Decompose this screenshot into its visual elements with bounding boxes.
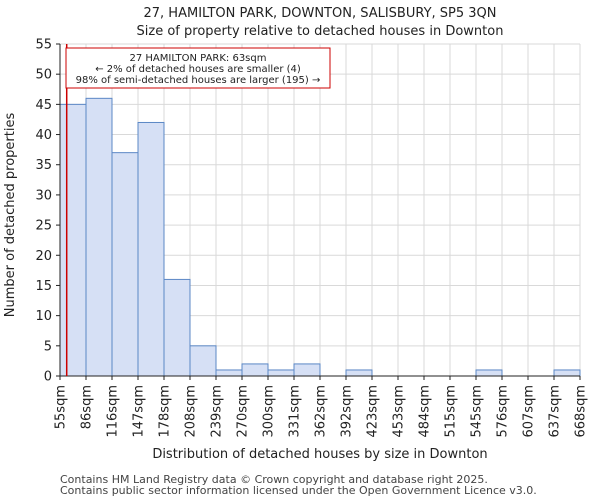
x-tick-label: 637sqm [548, 385, 563, 438]
x-axis-label: Distribution of detached houses by size … [152, 447, 487, 462]
x-tick-label: 453sqm [392, 385, 407, 438]
x-tick-label: 86sqm [80, 385, 95, 429]
x-tick-label: 178sqm [158, 385, 173, 438]
histogram-bar [111, 152, 139, 377]
y-tick-label: 55 [35, 38, 52, 53]
histogram-bar [189, 345, 217, 377]
y-tick-labels: 0 5 10 15 20 25 30 35 40 45 50 55 [35, 38, 52, 385]
y-tick-label: 30 [35, 188, 52, 203]
chart-title-line2: Size of property relative to detached ho… [137, 24, 504, 39]
x-tick-label: 607sqm [522, 385, 537, 438]
x-tick-label: 147sqm [132, 385, 147, 438]
histogram-bar [137, 121, 165, 377]
x-tick-label: 270sqm [236, 385, 251, 438]
x-tick-label: 576sqm [496, 385, 511, 438]
histogram-bar [293, 363, 321, 377]
x-tick-labels: 55sqm 86sqm 116sqm 147sqm 178sqm 208sqm 239sqm… [54, 385, 589, 438]
histogram-bar [85, 97, 113, 377]
x-tick-label: 668sqm [574, 385, 589, 438]
annotation-line3: 98% of semi-detached houses are larger (… [76, 75, 321, 86]
y-tick-label: 50 [35, 68, 52, 83]
y-tick-label: 25 [35, 219, 52, 234]
x-tick-label: 239sqm [210, 385, 225, 438]
y-tick-label: 0 [44, 370, 52, 385]
bar-layer [59, 97, 581, 377]
x-tick-label: 545sqm [470, 385, 485, 438]
annotation-box: 27 HAMILTON PARK: 63sqm ← 2% of detached… [65, 47, 331, 89]
x-tick-label: 300sqm [262, 385, 277, 438]
x-tick-label: 116sqm [106, 385, 121, 438]
histogram-bar [345, 369, 373, 377]
histogram-bar [241, 363, 269, 377]
histogram-bar [215, 369, 243, 377]
annotation-line1: 27 HAMILTON PARK: 63sqm [130, 53, 267, 64]
histogram-bar [59, 103, 87, 377]
histogram-bar [163, 278, 191, 377]
annotation-line2: ← 2% of detached houses are smaller (4) [95, 64, 301, 75]
y-axis-label: Number of detached properties [3, 113, 18, 318]
y-tick-label: 35 [35, 158, 52, 173]
x-tick-label: 484sqm [418, 385, 433, 438]
annotation-border [65, 47, 331, 89]
histogram-bar [267, 369, 295, 377]
x-tick-label: 515sqm [444, 385, 459, 438]
y-tick-label: 10 [35, 309, 52, 324]
y-tick-label: 40 [35, 128, 52, 143]
x-tick-label: 362sqm [314, 385, 329, 438]
footer-line1: Contains HM Land Registry data © Crown c… [60, 473, 488, 486]
y-tick-label: 15 [35, 279, 52, 294]
x-tick-label: 208sqm [184, 385, 199, 438]
footer-line2: Contains public sector information licen… [60, 484, 537, 497]
histogram-bar [475, 369, 503, 377]
y-tick-label: 20 [35, 249, 52, 264]
x-tick-label: 331sqm [288, 385, 303, 438]
x-tick-label: 55sqm [54, 385, 69, 429]
y-tick-label: 5 [44, 339, 52, 354]
histogram-bar [553, 369, 581, 377]
axis-layer [56, 43, 581, 380]
x-tick-label: 392sqm [340, 385, 355, 438]
x-tick-label: 423sqm [366, 385, 381, 438]
y-tick-label: 45 [35, 98, 52, 113]
chart-title-line1: 27, HAMILTON PARK, DOWNTON, SALISBURY, S… [144, 6, 497, 21]
